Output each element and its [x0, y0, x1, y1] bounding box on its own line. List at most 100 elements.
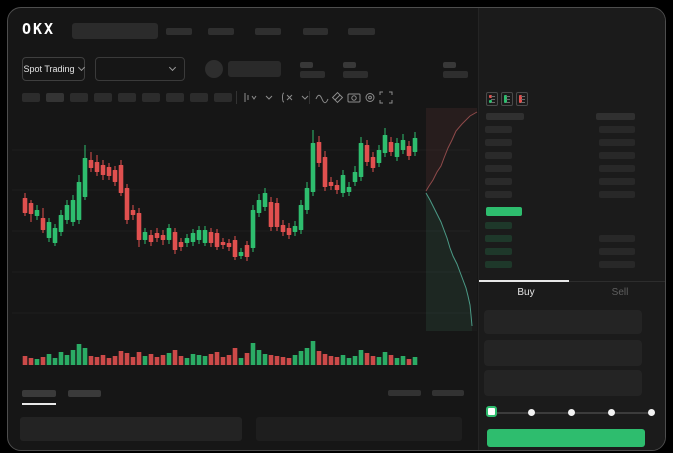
ob-bid-row[interactable] — [485, 235, 512, 242]
candle-body — [370, 157, 376, 168]
tab-sell[interactable]: Sell — [611, 287, 629, 298]
slider-dot-25[interactable] — [528, 409, 535, 416]
timeframe-button[interactable] — [190, 93, 208, 102]
volume-bar — [40, 357, 46, 365]
volume-bar — [256, 350, 262, 365]
ob-header-price — [486, 113, 524, 120]
candle-body — [112, 170, 118, 182]
candle-body — [124, 188, 130, 220]
timeframe-button[interactable] — [46, 93, 64, 102]
order-book-panel: Buy Sell — [478, 8, 665, 450]
pair-selector-dropdown[interactable] — [95, 57, 185, 81]
nav-menu-item[interactable] — [255, 28, 281, 35]
timeframe-button[interactable] — [22, 93, 40, 102]
ob-bid-row[interactable] — [485, 222, 512, 229]
slider-dot-50[interactable] — [568, 409, 575, 416]
volume-bar — [166, 353, 172, 365]
book-both-sides-icon[interactable] — [486, 92, 498, 106]
candlestick-chart[interactable] — [8, 108, 478, 370]
amount-input[interactable] — [484, 340, 642, 366]
search-input[interactable] — [72, 23, 158, 39]
fullscreen-expand-icon[interactable] — [378, 90, 394, 105]
market-type-dropdown[interactable]: Spot Trading — [22, 57, 85, 81]
nav-menu-item[interactable] — [166, 28, 192, 35]
camera-icon[interactable] — [346, 90, 362, 105]
bottom-link[interactable] — [388, 390, 421, 396]
timeframe-button[interactable] — [214, 93, 232, 102]
volume-bar — [88, 356, 94, 365]
nav-menu-item[interactable] — [208, 28, 234, 35]
last-price-highlight[interactable] — [486, 207, 522, 216]
candle-body — [304, 188, 310, 210]
slider-handle[interactable] — [486, 406, 497, 417]
indicators-fx-icon[interactable] — [280, 90, 296, 105]
timeframe-button[interactable] — [118, 93, 136, 102]
ob-ask-row[interactable] — [485, 165, 512, 172]
volume-bar — [382, 352, 388, 365]
volume-bar — [262, 354, 268, 365]
candle-body — [238, 252, 244, 256]
timeframe-button[interactable] — [166, 93, 184, 102]
volume-bar — [370, 356, 376, 365]
candle-body — [118, 165, 124, 193]
nav-menu-item[interactable] — [303, 28, 328, 35]
coin-icon — [205, 60, 223, 78]
book-asks-only-icon[interactable] — [516, 92, 528, 106]
volume-bar — [106, 358, 112, 365]
timeframe-button[interactable] — [70, 93, 88, 102]
buy-submit-button[interactable] — [487, 429, 645, 447]
volume-bar — [160, 355, 166, 365]
volume-bar — [94, 357, 100, 365]
settings-gear-icon[interactable] — [362, 90, 378, 105]
volume-bar — [178, 356, 184, 365]
slider-dot-100[interactable] — [648, 409, 655, 416]
volume-bar — [22, 356, 28, 365]
ob-ask-row[interactable] — [485, 139, 512, 146]
nav-menu-item[interactable] — [348, 28, 375, 35]
candle-body — [316, 142, 322, 163]
volume-bar — [412, 357, 418, 365]
candle-body — [208, 232, 214, 243]
pair-name-placeholder — [228, 61, 281, 77]
ob-ask-row[interactable] — [485, 126, 512, 133]
line-style-wave-icon[interactable] — [314, 90, 330, 105]
volume-bar — [280, 357, 286, 365]
ob-total-bar — [599, 261, 635, 268]
timeframe-button[interactable] — [94, 93, 112, 102]
ob-bid-row[interactable] — [485, 248, 512, 255]
chevron-down-icon[interactable] — [298, 90, 314, 105]
bottom-link[interactable] — [432, 390, 464, 396]
bottom-tab-active[interactable] — [22, 390, 56, 397]
candle-body — [202, 230, 208, 243]
ob-total-bar — [599, 139, 635, 146]
candle-body — [28, 203, 34, 214]
timeframe-button[interactable] — [142, 93, 160, 102]
candle-body — [328, 182, 334, 186]
interval-candles-icon[interactable] — [242, 90, 258, 105]
candle-body — [322, 157, 328, 187]
book-bids-only-icon[interactable] — [501, 92, 513, 106]
candle-body — [382, 135, 388, 153]
volume-bar — [328, 356, 334, 365]
candle-body — [136, 213, 142, 240]
candle-body — [64, 205, 70, 220]
total-input[interactable] — [484, 370, 642, 396]
ob-ask-row[interactable] — [485, 178, 512, 185]
ob-ask-row[interactable] — [485, 191, 512, 198]
candle-body — [88, 160, 94, 168]
bottom-tab[interactable] — [68, 390, 101, 397]
volume-bar — [28, 358, 34, 365]
history-panel-placeholder — [256, 417, 462, 441]
chart-type-chevron-icon[interactable] — [262, 90, 278, 105]
candle-body — [178, 242, 184, 247]
price-input[interactable] — [484, 310, 642, 334]
tab-buy[interactable]: Buy — [517, 287, 535, 298]
ticker-stat — [443, 62, 471, 78]
ob-ask-row[interactable] — [485, 152, 512, 159]
slider-dot-75[interactable] — [608, 409, 615, 416]
volume-bar — [190, 354, 196, 365]
ob-bid-row[interactable] — [485, 261, 512, 268]
volume-bar — [364, 353, 370, 365]
eraser-diamond-icon[interactable] — [330, 90, 346, 105]
candle-body — [412, 138, 418, 152]
